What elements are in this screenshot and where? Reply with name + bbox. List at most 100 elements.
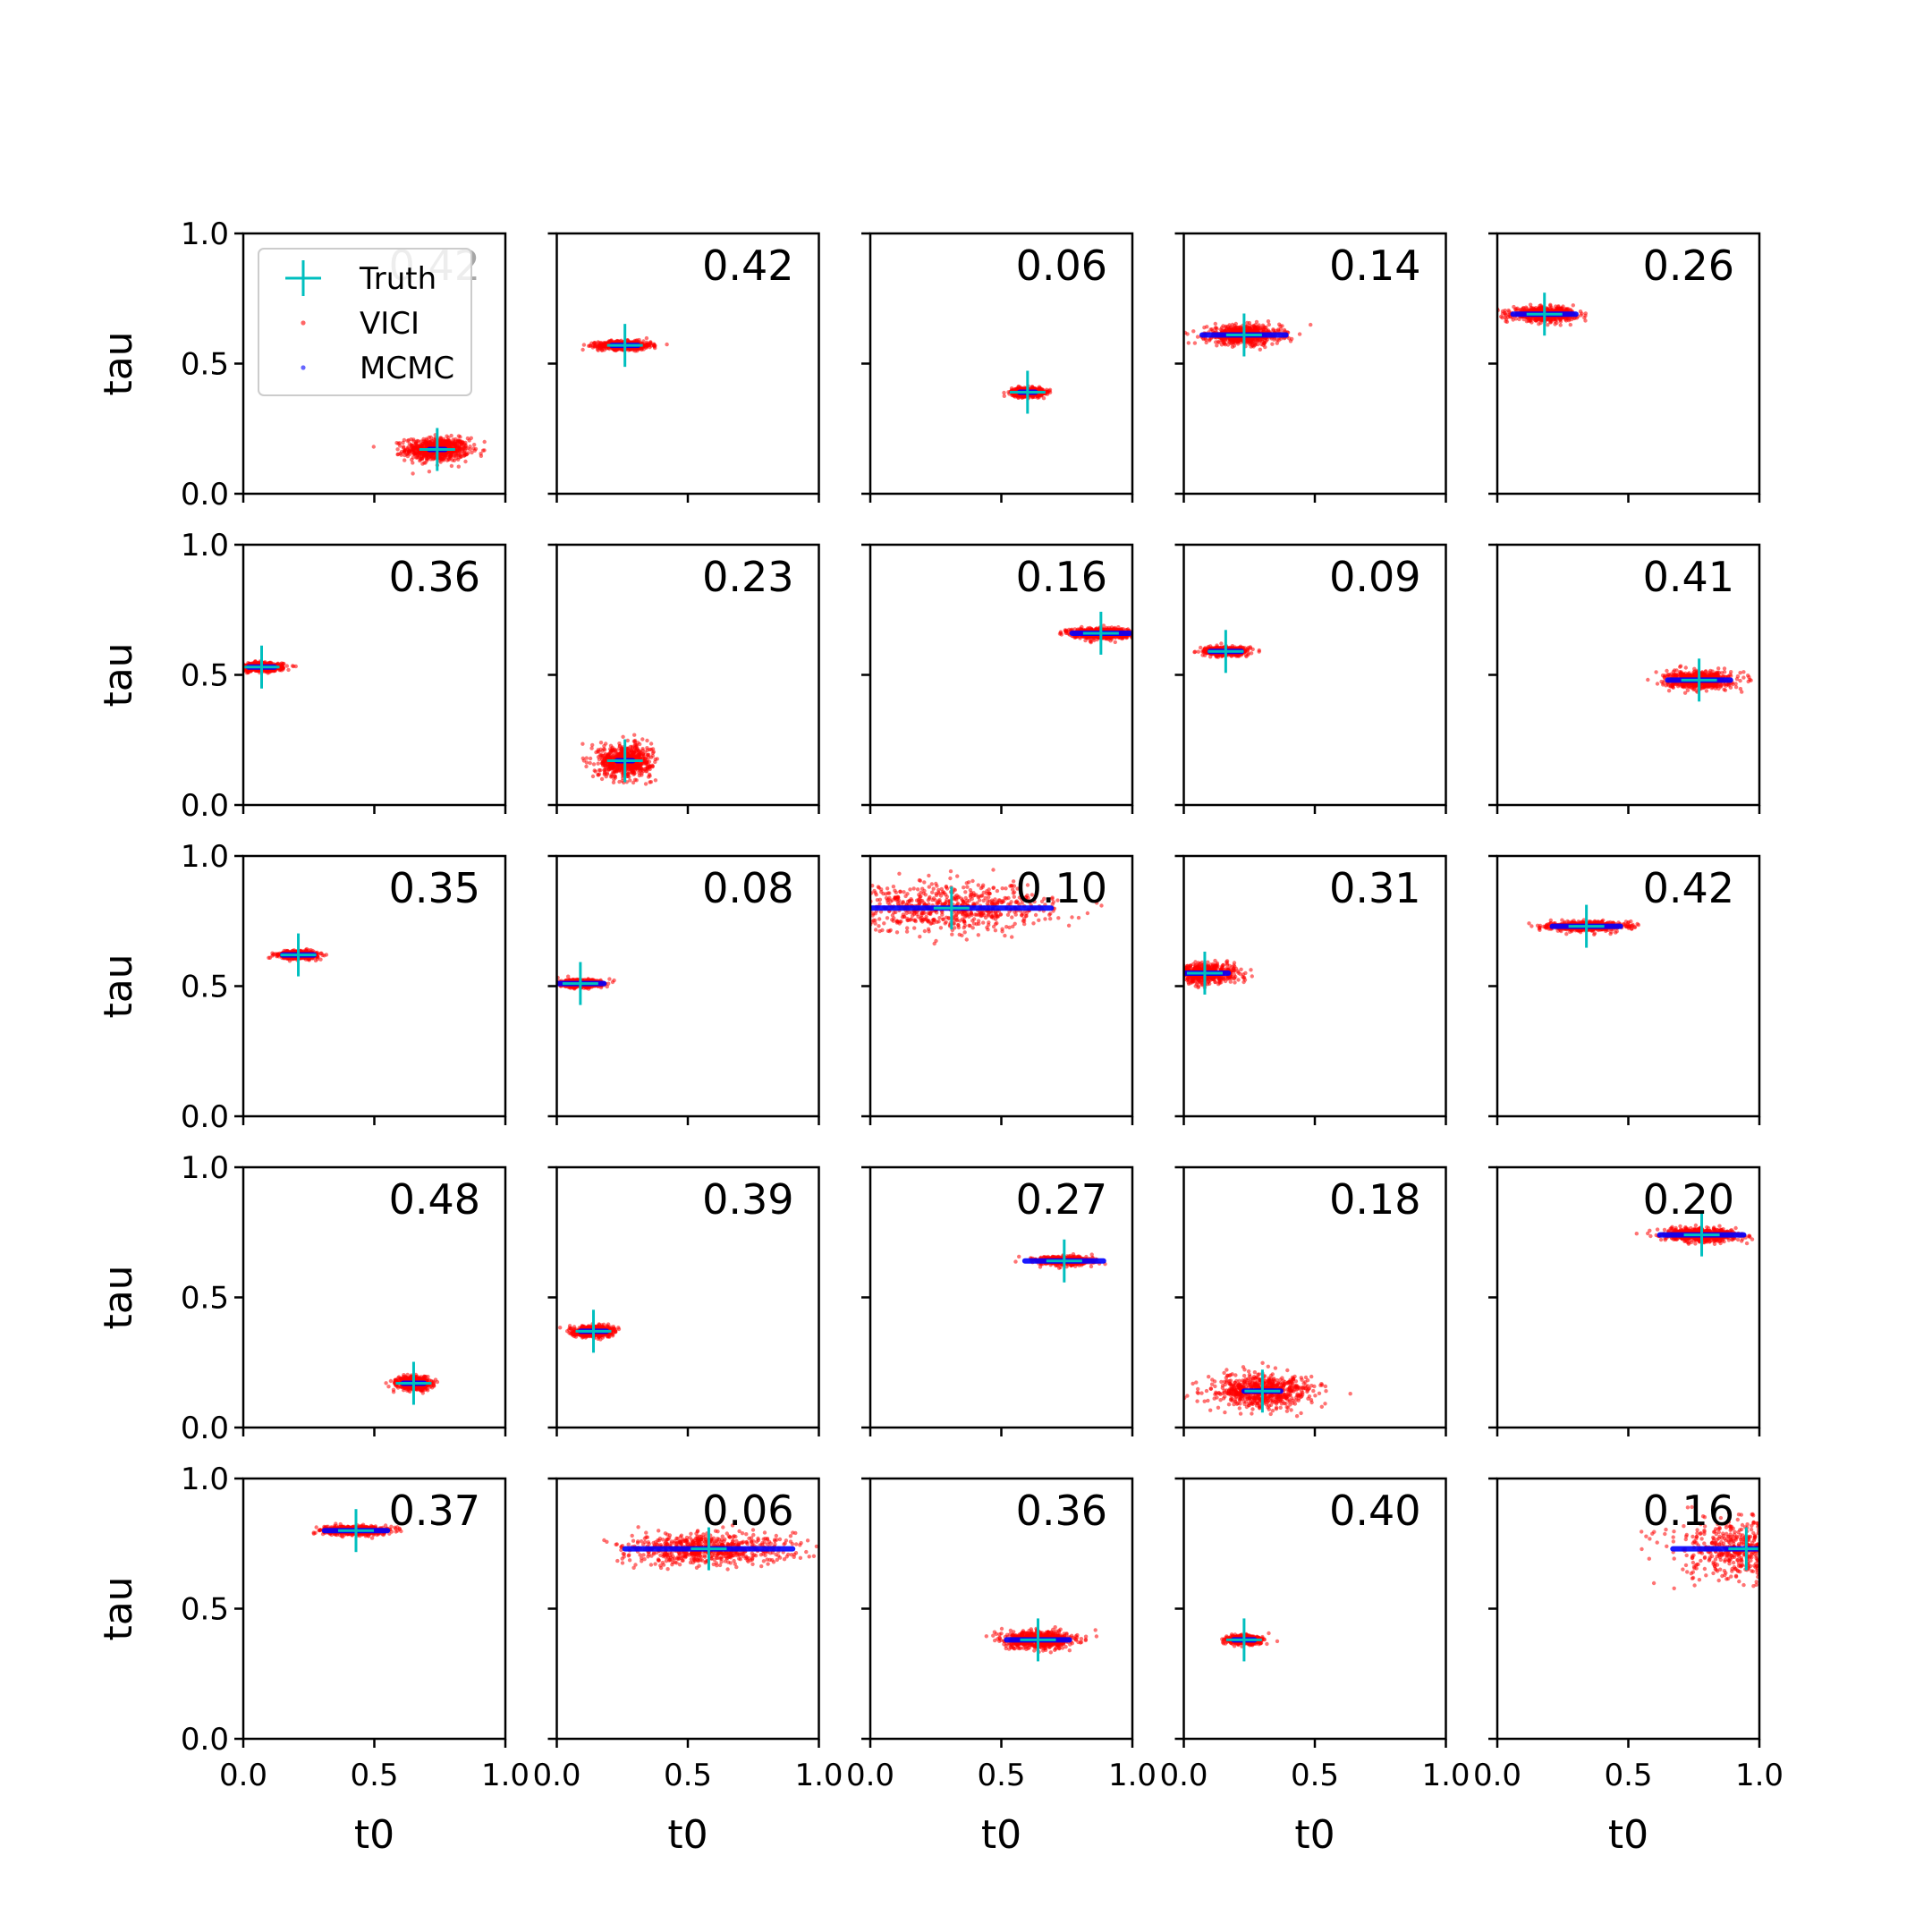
vici-point bbox=[1297, 332, 1302, 336]
vici-point bbox=[655, 757, 659, 761]
vici-point bbox=[482, 439, 487, 445]
vici-point bbox=[1528, 302, 1533, 307]
panel-value-label: 0.36 bbox=[389, 553, 480, 601]
vici-point bbox=[1270, 342, 1275, 346]
vici-point bbox=[1558, 323, 1563, 327]
panel-value-label: 0.26 bbox=[1643, 242, 1734, 290]
vici-point bbox=[416, 439, 420, 444]
vici-point bbox=[1201, 336, 1206, 342]
y-tick-label: 1.0 bbox=[181, 528, 229, 564]
vici-point bbox=[371, 445, 376, 449]
vici-point bbox=[607, 756, 612, 761]
vici-point bbox=[404, 452, 409, 456]
vici-point bbox=[640, 747, 645, 751]
vici-point bbox=[1185, 332, 1190, 336]
panel-plot-area bbox=[1497, 292, 1589, 336]
vici-point bbox=[602, 341, 607, 345]
vici-point bbox=[417, 451, 421, 455]
vici-point bbox=[411, 461, 415, 465]
vici-point bbox=[473, 446, 479, 452]
vici-point bbox=[1583, 311, 1589, 316]
vici-point bbox=[1195, 335, 1200, 339]
vici-point bbox=[402, 437, 407, 443]
vici-point bbox=[1504, 319, 1510, 324]
vici-point bbox=[468, 445, 472, 449]
vici-point bbox=[1514, 307, 1519, 311]
vici-point bbox=[629, 770, 633, 775]
vici-point bbox=[1282, 327, 1287, 333]
vici-point bbox=[1275, 341, 1280, 345]
vici-point bbox=[581, 343, 587, 347]
vici-point bbox=[580, 756, 585, 760]
vici-point bbox=[453, 444, 457, 448]
vici-point bbox=[402, 458, 407, 462]
vici-point bbox=[644, 761, 649, 767]
vici-point bbox=[1256, 342, 1260, 347]
truth-marker bbox=[243, 645, 280, 689]
vici-point bbox=[648, 755, 654, 759]
panel-value-label: 0.42 bbox=[702, 242, 793, 290]
vici-point bbox=[395, 452, 400, 457]
vici-point bbox=[637, 770, 641, 775]
vici-point bbox=[632, 740, 637, 744]
y-tick-label: 0.5 bbox=[181, 658, 229, 694]
vici-point bbox=[420, 462, 425, 466]
vici-point bbox=[462, 453, 467, 458]
vici-point bbox=[1266, 319, 1271, 324]
vici-point bbox=[410, 457, 414, 462]
vici-point bbox=[653, 345, 657, 351]
vici-point bbox=[604, 741, 608, 746]
vici-point bbox=[647, 772, 652, 777]
vici-point bbox=[1537, 322, 1541, 326]
vici-point bbox=[1254, 319, 1259, 325]
vici-point bbox=[645, 752, 650, 758]
vici-point bbox=[1259, 339, 1265, 343]
vici-point bbox=[630, 765, 635, 770]
vici-point bbox=[1020, 395, 1025, 400]
vici-point bbox=[1015, 386, 1020, 391]
vici-point bbox=[588, 760, 592, 766]
vici-point bbox=[455, 449, 460, 453]
vici-point bbox=[452, 458, 457, 462]
vici-point bbox=[480, 448, 486, 453]
vici-point bbox=[603, 771, 607, 775]
vici-point bbox=[1267, 322, 1272, 327]
truth-marker bbox=[1526, 292, 1563, 336]
vici-point bbox=[1222, 328, 1227, 333]
vici-point bbox=[1192, 341, 1198, 345]
truth-marker bbox=[606, 324, 643, 368]
vici-point bbox=[1578, 309, 1583, 314]
vici-point bbox=[591, 762, 597, 767]
vici-point bbox=[456, 457, 461, 462]
vici-point bbox=[279, 668, 284, 673]
vici-point bbox=[1216, 339, 1221, 344]
vici-point bbox=[596, 772, 600, 777]
panel-plot-area bbox=[1183, 313, 1313, 357]
vici-point bbox=[1287, 336, 1292, 341]
vici-point bbox=[438, 460, 443, 464]
vici-point bbox=[419, 456, 425, 461]
vici-point bbox=[1555, 307, 1561, 311]
vici-point bbox=[405, 446, 410, 451]
vici-point bbox=[470, 450, 474, 455]
vici-point bbox=[1041, 396, 1046, 401]
vici-point bbox=[445, 458, 450, 462]
vici-point bbox=[608, 767, 614, 771]
vici-point bbox=[1215, 326, 1219, 331]
panel-2: 0.42 bbox=[547, 232, 820, 503]
vici-point bbox=[596, 761, 600, 766]
vici-point bbox=[610, 747, 614, 751]
vici-point bbox=[424, 442, 428, 446]
vici-point bbox=[395, 447, 400, 452]
vici-point bbox=[449, 433, 453, 438]
vici-point bbox=[1538, 303, 1542, 309]
vici-point bbox=[432, 454, 436, 460]
vici-point bbox=[648, 741, 654, 746]
vici-point bbox=[1503, 310, 1507, 316]
vici-point bbox=[628, 778, 632, 783]
vici-point bbox=[416, 445, 420, 449]
vici-point bbox=[629, 750, 634, 755]
vici-point bbox=[427, 435, 431, 440]
vici-point bbox=[466, 451, 470, 455]
vici-point bbox=[643, 750, 648, 755]
